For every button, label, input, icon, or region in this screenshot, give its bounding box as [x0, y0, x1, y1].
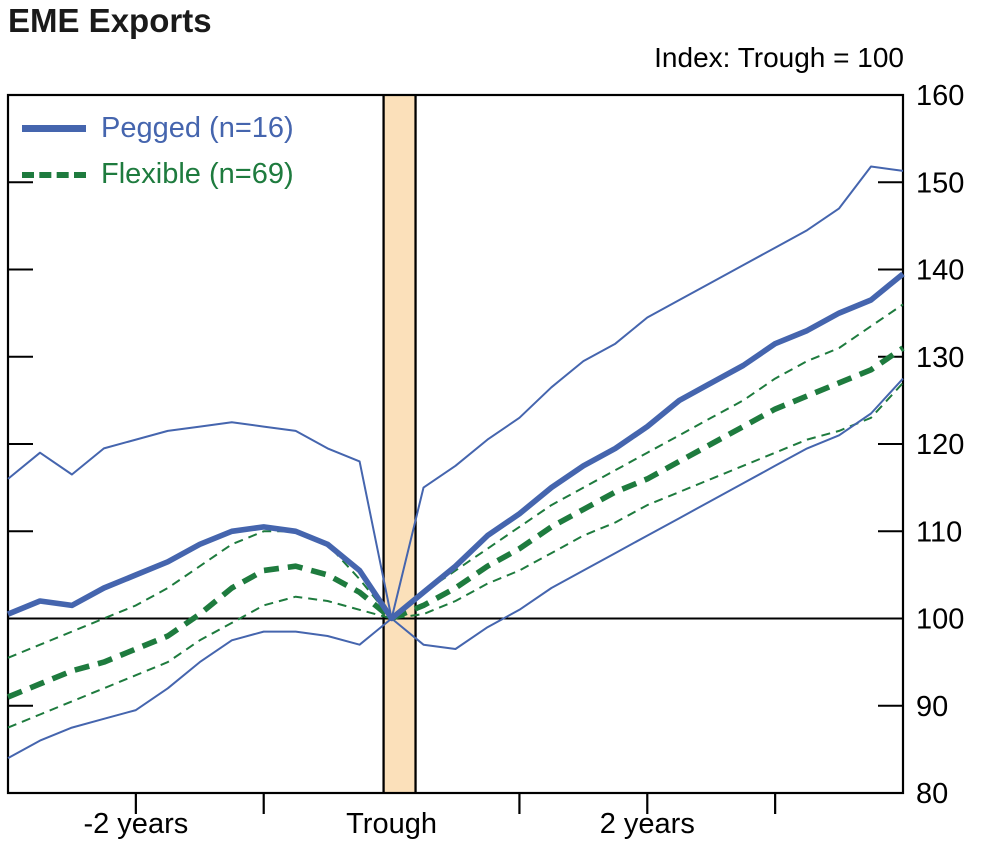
series-pegged-median — [6, 271, 905, 622]
plot-frame — [6, 93, 905, 795]
y-tick-label: 150 — [916, 167, 964, 199]
y-tick-label: 130 — [916, 342, 964, 374]
x-tick-label: -2 years — [83, 808, 188, 840]
series-pegged-lower-band — [7, 377, 904, 759]
pegged-line-sample — [22, 125, 86, 132]
x-tick-label: 2 years — [600, 808, 695, 840]
trough-band — [383, 95, 416, 793]
y-tick-label: 90 — [916, 691, 948, 723]
y-tick-label: 120 — [916, 429, 964, 461]
series-pegged-upper-band — [7, 165, 904, 620]
legend-item-flexible: Flexible (n=69) — [22, 156, 294, 193]
y-tick-label: 80 — [916, 778, 948, 810]
chart-title: EME Exports — [8, 2, 212, 39]
series-flexible-median — [6, 345, 905, 700]
legend-item-pegged: Pegged (n=16) — [22, 110, 294, 147]
legend-label-flexible: Flexible (n=69) — [101, 158, 294, 190]
legend: Pegged (n=16) Flexible (n=69) — [22, 110, 294, 193]
axis-unit-note: Index: Trough = 100 — [654, 42, 904, 73]
series-flexible-lower-band — [7, 382, 904, 729]
y-tick-label: 110 — [916, 516, 962, 548]
y-tick-label: 160 — [916, 80, 964, 112]
series-flexible-upper-band — [7, 303, 904, 659]
legend-label-pegged: Pegged (n=16) — [101, 112, 294, 144]
flexible-line-sample — [22, 171, 86, 178]
y-tick-label: 100 — [916, 604, 964, 636]
y-tick-label: 140 — [916, 255, 964, 287]
x-tick-label: Trough — [346, 808, 437, 840]
